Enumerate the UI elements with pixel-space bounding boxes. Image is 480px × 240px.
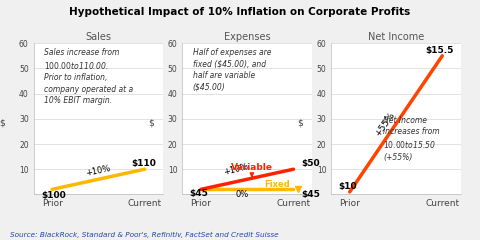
Text: Half of expenses are
fixed ($45.00), and
half are variable
($45.00): Half of expenses are fixed ($45.00), and… xyxy=(193,48,271,91)
Text: $45: $45 xyxy=(301,190,320,199)
Text: $10: $10 xyxy=(338,182,357,191)
Text: Source: BlackRock, Standard & Poor's, Refinitiv, FactSet and Credit Suisse: Source: BlackRock, Standard & Poor's, Re… xyxy=(10,232,278,238)
Text: $100: $100 xyxy=(41,191,66,200)
Text: $45: $45 xyxy=(190,189,209,198)
Title: Sales: Sales xyxy=(85,32,111,42)
Text: $: $ xyxy=(0,119,5,128)
Text: Variable: Variable xyxy=(231,163,273,172)
Text: $: $ xyxy=(148,119,154,128)
Title: Expenses: Expenses xyxy=(224,32,271,42)
Text: $50: $50 xyxy=(301,159,320,168)
Text: $110: $110 xyxy=(131,159,156,168)
Text: +10%: +10% xyxy=(223,162,250,177)
Text: Net Income
increases from
$10.00 to $15.50
(+55%): Net Income increases from $10.00 to $15.… xyxy=(383,116,440,162)
Text: $15.5: $15.5 xyxy=(425,46,454,54)
Text: $: $ xyxy=(297,119,303,128)
Text: 0%: 0% xyxy=(236,190,249,199)
Text: Hypothetical Impact of 10% Inflation on Corporate Profits: Hypothetical Impact of 10% Inflation on … xyxy=(70,7,410,17)
Text: Sales increase from
$100.00 to $110.00.
Prior to inflation,
company operated at : Sales increase from $100.00 to $110.00. … xyxy=(44,48,133,105)
Text: +10%: +10% xyxy=(85,164,112,178)
Title: Net Income: Net Income xyxy=(368,32,424,42)
Text: +55%: +55% xyxy=(373,110,396,138)
Text: Fixed: Fixed xyxy=(264,180,289,189)
